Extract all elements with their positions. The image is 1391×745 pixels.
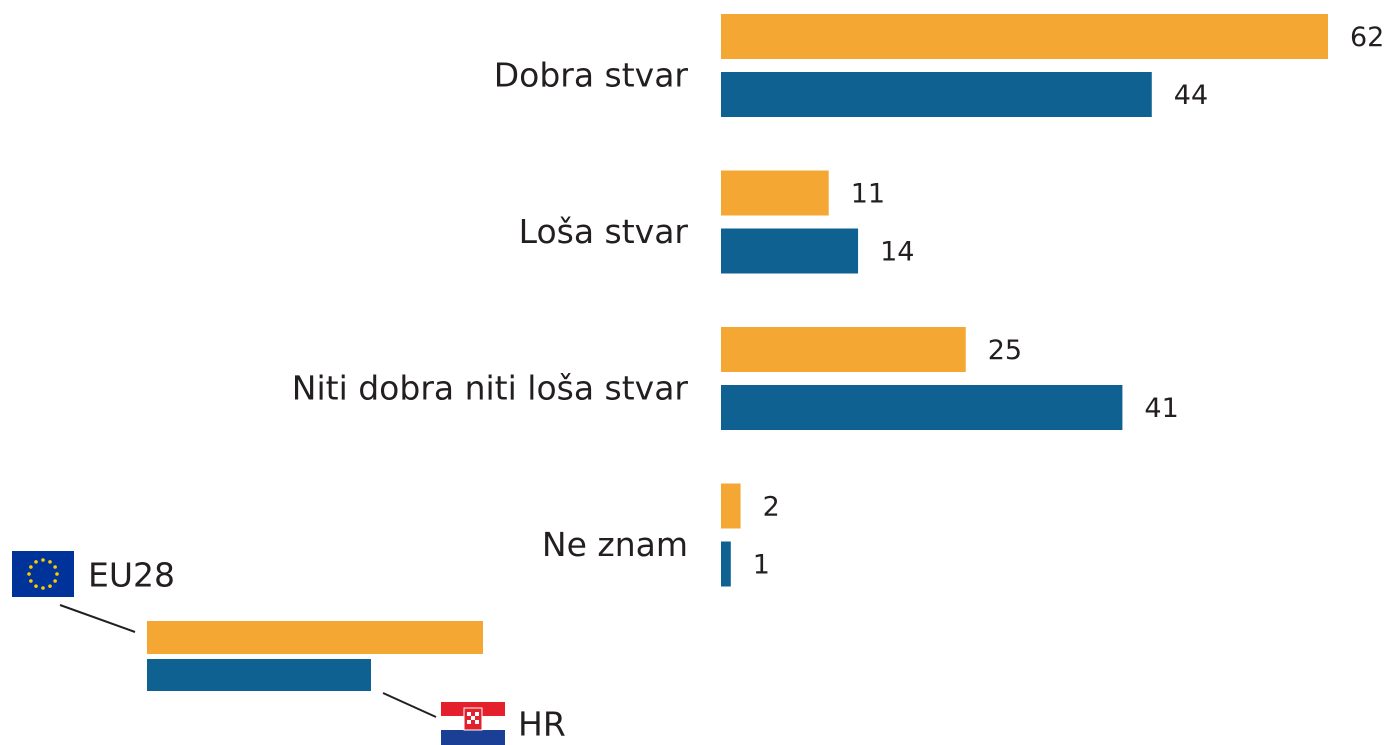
bar [721,228,859,274]
star [48,560,52,564]
value-label: 25 [988,335,1022,366]
legend-connector [382,692,437,718]
bar [721,72,1152,117]
value-label: 1 [753,550,770,581]
value-label: 44 [1174,80,1208,111]
star [48,584,52,588]
star [29,579,33,583]
legend-label: HR [518,705,566,744]
star [41,586,45,590]
legend-connector [59,604,136,633]
star [34,584,38,588]
value-label: 41 [1144,393,1178,424]
value-label: 2 [763,492,780,523]
legend-swatch [147,621,483,654]
bar [721,483,741,529]
star [55,572,59,576]
category-label: Ne znam [542,525,688,564]
star [34,560,38,564]
legend-label: EU28 [88,556,175,595]
bar [721,327,966,372]
category-label: Niti dobra niti loša stvar [292,369,689,408]
value-label: 14 [880,237,914,268]
star [53,579,57,583]
bar [721,170,829,216]
eu-flag [12,551,74,597]
value-label: 11 [851,179,885,210]
star [27,572,31,576]
bar [721,385,1123,430]
star [29,565,33,569]
star [41,558,45,562]
bar [721,541,731,587]
value-label: 62 [1350,22,1384,53]
hr-flag [441,702,505,745]
star [53,565,57,569]
category-label: Dobra stvar [494,56,689,95]
bar [721,14,1328,59]
legend: EU28 HR [12,551,566,745]
legend-swatch [147,659,371,691]
category-label: Loša stvar [519,212,689,251]
eu-stars [27,558,59,590]
